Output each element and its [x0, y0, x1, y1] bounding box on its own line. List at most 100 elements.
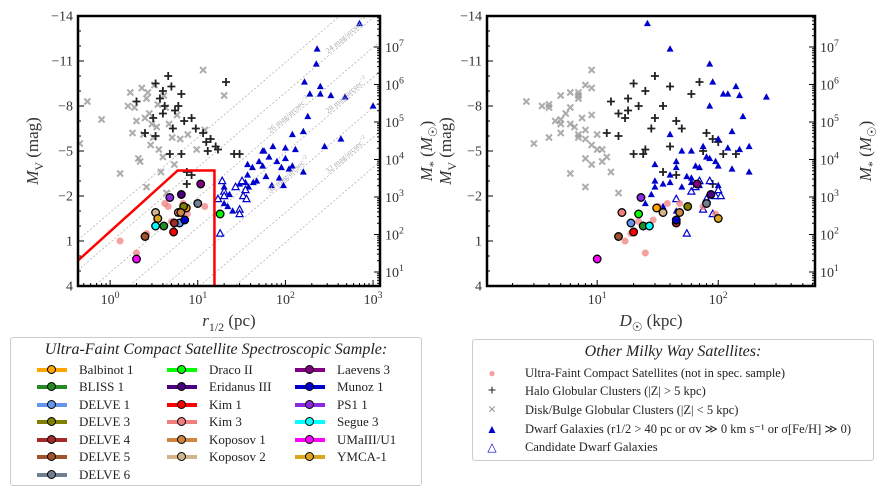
halo-gc-point [222, 78, 231, 86]
disk-bulge-gc-point [603, 153, 611, 161]
x-tick-label: 102 [276, 290, 295, 308]
legend-label: PS1 1 [337, 396, 368, 412]
halo-gc-point [647, 124, 656, 133]
ufcs-other-point [116, 237, 124, 245]
x-tick-label: 100 [101, 290, 120, 308]
spectroscopic-satellite-point [140, 232, 150, 241]
dwarf-galaxy-point [672, 157, 680, 165]
triangle-filled-marker-icon: ▲ [486, 421, 498, 436]
halo-gc-point [165, 150, 174, 158]
halo-gc-point [641, 145, 650, 154]
legend-entry: × Disk/Bulge Globular Clusters (|Z| < 5 k… [473, 401, 873, 420]
legend-line-marker-icon [37, 417, 67, 427]
dwarf-galaxy-point [719, 90, 727, 97]
disk-bulge-gc-point [593, 130, 601, 139]
y-tick-label: 4 [475, 280, 482, 295]
disk-bulge-gc-point [192, 145, 201, 154]
dwarf-galaxy-point [341, 93, 349, 100]
legend-entry: Kim 1 [167, 396, 295, 414]
dwarf-galaxy-point [745, 168, 753, 175]
disk-bulge-gc-point [132, 117, 141, 125]
halo-gc-point [141, 129, 150, 137]
y-tick-label: −2 [467, 190, 482, 205]
halo-gc-point [614, 109, 623, 118]
y-tick-label: −14 [51, 10, 73, 25]
halo-gc-point [158, 87, 167, 95]
ufcs-other-point [663, 200, 671, 207]
legend-entry: Segue 3 [295, 414, 425, 432]
legend-entry: Balbinot 1 [37, 361, 167, 379]
dwarf-galaxy-point [355, 19, 363, 27]
disk-bulge-gc-point [168, 133, 176, 142]
dwarf-galaxy-point [706, 102, 714, 109]
dwarf-galaxy-point [269, 142, 277, 150]
y-right-tick-label: 105 [385, 113, 404, 131]
dwarf-galaxy-point [666, 130, 674, 138]
halo-gc-point [167, 82, 176, 91]
legend-entry: DELVE 1 [37, 396, 167, 414]
spectroscopic-satellite-point [652, 203, 662, 213]
legend-line-marker-icon [167, 452, 197, 462]
dwarf-galaxy-point [745, 142, 753, 150]
dwarf-galaxy-point [695, 163, 703, 171]
halo-gc-point [177, 150, 186, 158]
halo-gc-point [149, 114, 158, 122]
ufcs-other-point [641, 249, 649, 257]
halo-gc-point [606, 97, 615, 106]
legend-entry: ● Ultra-Faint Compact Satellites (not in … [473, 364, 873, 383]
spectroscopic-satellite-point [176, 208, 186, 217]
spectroscopic-satellite-point [592, 254, 602, 264]
spectroscopic-satellite-point [634, 209, 644, 219]
spectroscopic-satellite-point [617, 208, 627, 217]
disk-bulge-gc-point [566, 169, 575, 178]
disk-bulge-gc-point [144, 88, 152, 97]
legend-entry: DELVE 5 [37, 449, 167, 467]
y-tick-label: 4 [66, 280, 73, 295]
y-axis-label: MV (mag) [23, 117, 46, 186]
halo-gc-point [164, 72, 173, 80]
candidate-dwarf-point [682, 228, 692, 237]
legend-empty-cell [167, 466, 295, 484]
dwarf-galaxy-point [706, 60, 714, 67]
dwarf-galaxy-point [724, 90, 732, 97]
candidate-dwarf-point [686, 186, 696, 195]
ufcs-other-point [676, 200, 684, 207]
dwarf-galaxy-point [288, 162, 296, 169]
dwarf-galaxy-point [268, 181, 276, 189]
halo-gc-point [182, 180, 191, 188]
dwarf-galaxy-point [712, 157, 720, 165]
spectroscopic-satellite-point [169, 227, 179, 237]
dwarf-galaxy-point [281, 144, 289, 151]
surface-brightness-label: 26 mag/arcsec−2 [265, 94, 311, 135]
halo-gc-point [168, 124, 177, 133]
surface-brightness-line [234, 161, 380, 286]
disk-bulge-gc-point [522, 97, 531, 106]
disk-bulge-gc-point [165, 120, 173, 128]
dwarf-galaxy-point [312, 60, 320, 67]
disk-bulge-gc-point [199, 66, 207, 74]
surface-brightness-label: 32 mag/arcsec−2 [323, 134, 369, 175]
dwarf-galaxy-point [279, 181, 287, 189]
legend-label: Koposov 2 [209, 449, 266, 465]
legend-line-marker-icon [295, 452, 325, 462]
legend-entry: Kim 3 [167, 414, 295, 432]
dwarf-galaxy-point [299, 168, 307, 175]
ufcs-other-point [621, 237, 629, 245]
halo-gc-point [187, 171, 196, 179]
dwarf-galaxy-point [678, 183, 686, 190]
y-right-tick-label: 106 [820, 76, 839, 94]
dwarf-galaxy-point [259, 162, 267, 169]
dwarf-galaxy-point [666, 45, 674, 52]
disk-bulge-gc-point [581, 135, 590, 143]
x-tick-label: 101 [588, 290, 607, 308]
y-tick-label: −11 [52, 55, 73, 70]
disk-bulge-gc-point [581, 81, 590, 89]
y-right-tick-label: 101 [385, 263, 404, 281]
candidate-dwarf-point [237, 175, 247, 185]
spectroscopic-satellite-point [159, 221, 169, 231]
dwarf-galaxy-point [651, 183, 659, 190]
spectroscopic-satellite-point [644, 221, 654, 231]
x-axis-label: r1/2 (pc) [202, 311, 255, 334]
dwarf-galaxy-point [641, 199, 649, 207]
y-axis-label: MV (mag) [436, 117, 459, 186]
